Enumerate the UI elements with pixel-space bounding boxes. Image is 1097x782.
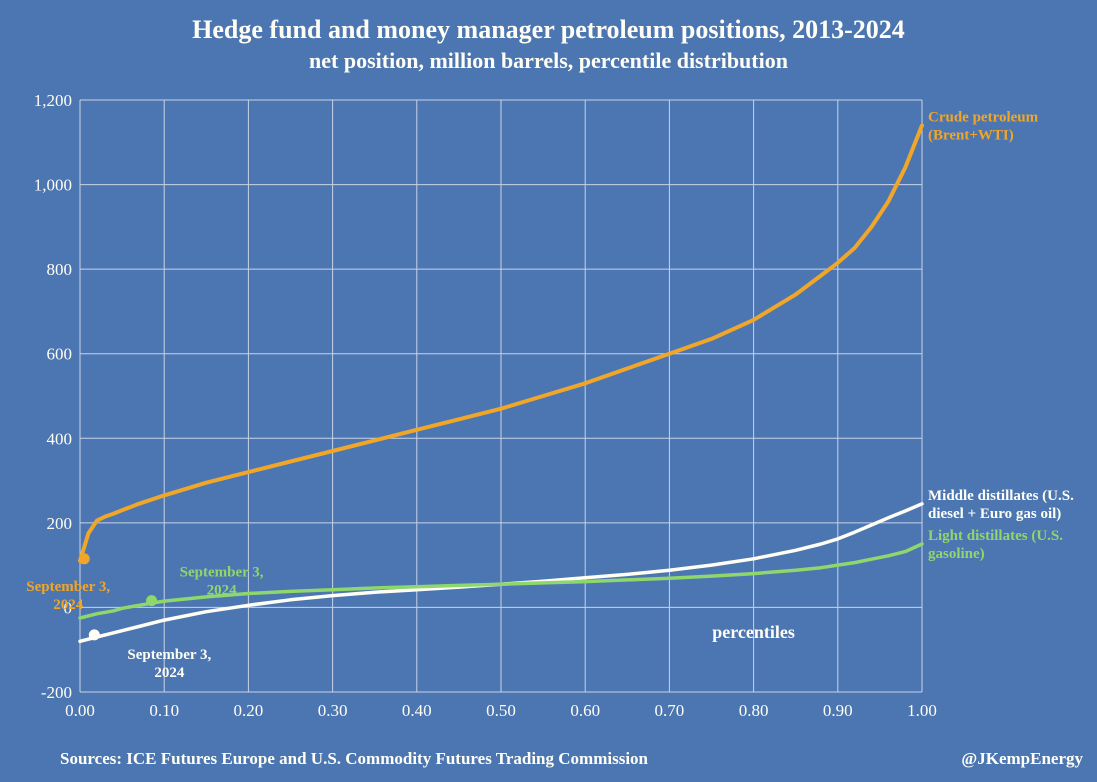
x-tick-label: 0.30 [318, 701, 348, 720]
marker-dot-middle [89, 629, 100, 640]
x-tick-label: 1.00 [907, 701, 937, 720]
series-label-middle-2: diesel + Euro gas oil) [928, 506, 1061, 522]
marker-label-light-1: September 3, [180, 565, 264, 581]
y-tick-label: -200 [41, 683, 72, 702]
x-tick-label: 0.50 [486, 701, 516, 720]
y-tick-label: 800 [47, 260, 73, 279]
marker-label-middle-2: 2024 [154, 665, 185, 681]
marker-label-light-2: 2024 [207, 583, 238, 599]
chart-title: Hedge fund and money manager petroleum p… [192, 15, 905, 44]
y-tick-label: 600 [47, 345, 73, 364]
footer-source: Sources: ICE Futures Europe and U.S. Com… [60, 749, 649, 768]
y-tick-label: 400 [47, 429, 73, 448]
marker-label-middle-1: September 3, [127, 647, 211, 663]
marker-dot-light [146, 595, 157, 606]
x-tick-label: 0.70 [655, 701, 685, 720]
x-tick-label: 0.60 [570, 701, 600, 720]
series-label-light-1: Light distillates (U.S. [928, 528, 1063, 544]
chart-subtitle: net position, million barrels, percentil… [309, 48, 788, 73]
x-tick-label: 0.40 [402, 701, 432, 720]
chart-container: Hedge fund and money manager petroleum p… [0, 0, 1097, 782]
series-label-light-2: gasoline) [928, 546, 985, 562]
y-tick-label: 1,200 [34, 91, 72, 110]
marker-dot-crude [79, 553, 90, 564]
x-tick-label: 0.90 [823, 701, 853, 720]
y-tick-label: 200 [47, 514, 73, 533]
x-tick-label: 0.00 [65, 701, 95, 720]
series-label-crude-2: (Brent+WTI) [928, 127, 1014, 143]
x-tick-label: 0.10 [149, 701, 179, 720]
marker-label-crude-1: September 3, [26, 579, 110, 595]
series-label-middle-1: Middle distillates (U.S. [928, 488, 1074, 504]
y-tick-label: 1,000 [34, 176, 72, 195]
x-tick-label: 0.80 [739, 701, 769, 720]
marker-label-crude-2: 2024 [53, 597, 84, 613]
footer-handle: @JKempEnergy [961, 749, 1083, 768]
x-tick-label: 0.20 [234, 701, 264, 720]
x-axis-caption: percentiles [712, 622, 795, 642]
series-label-crude-1: Crude petroleum [928, 109, 1039, 125]
chart-svg: Hedge fund and money manager petroleum p… [0, 0, 1097, 782]
